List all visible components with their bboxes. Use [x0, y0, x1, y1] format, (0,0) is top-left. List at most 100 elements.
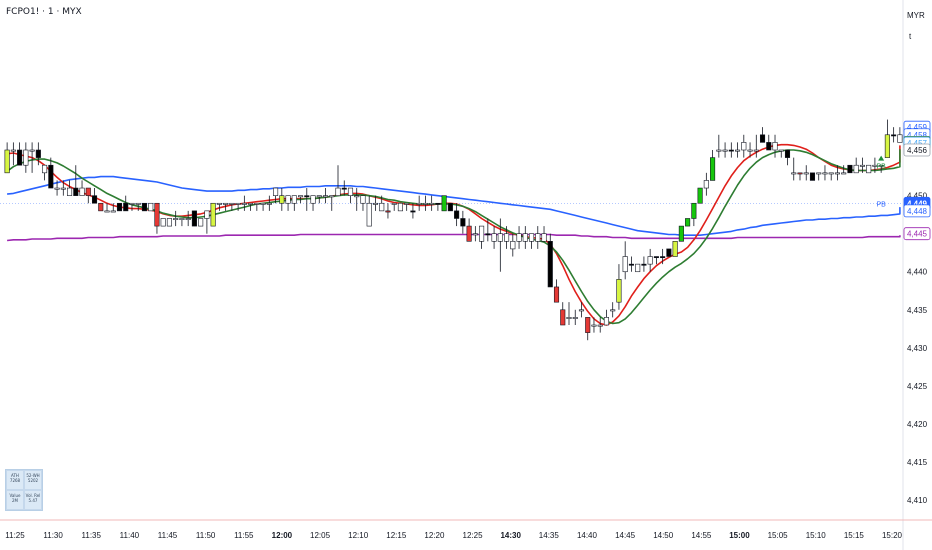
- candle-body: [610, 309, 616, 312]
- candle-body: [672, 241, 678, 257]
- candle-body: [685, 218, 691, 227]
- stats-cell-value: 5.47: [28, 498, 38, 503]
- candle-body: [828, 172, 834, 175]
- candle-body: [110, 210, 116, 213]
- candle-body: [678, 225, 684, 242]
- candle-body: [759, 134, 766, 143]
- candle-body: [722, 149, 728, 152]
- candle-body: [447, 202, 453, 212]
- y-tick-label: 4,430: [907, 344, 928, 353]
- x-tick-label: 15:10: [806, 531, 827, 540]
- candle-body: [647, 256, 653, 265]
- candle-body: [266, 202, 272, 205]
- candle-body: [522, 233, 528, 242]
- candle-body: [210, 202, 216, 227]
- candle-body: [372, 202, 379, 205]
- candle-body: [747, 149, 753, 152]
- candle-body: [135, 202, 141, 205]
- candle-body: [160, 218, 166, 227]
- candle-body: [809, 172, 816, 181]
- candle-body: [17, 149, 23, 166]
- stats-cell-label: ATH: [11, 473, 19, 478]
- currency-label[interactable]: MYR: [907, 11, 925, 20]
- price-tag-label: 4,458: [907, 131, 928, 140]
- candle-body: [42, 164, 48, 174]
- x-tick-label: 15:00: [729, 531, 750, 540]
- candle-body: [354, 195, 360, 198]
- candle-body: [778, 149, 784, 152]
- stats-cell: Vol. Rel 5.47: [24, 490, 42, 510]
- stats-cell: 52-WH 5202: [24, 470, 42, 490]
- candle-body: [104, 210, 110, 213]
- price-tag-label: 4,459: [907, 123, 928, 132]
- candle-body: [784, 149, 791, 158]
- candle-body: [54, 187, 60, 190]
- candle-body: [273, 187, 279, 196]
- x-tick-label: 14:45: [615, 531, 636, 540]
- candle-body: [834, 172, 840, 175]
- candle-body: [291, 195, 297, 204]
- x-tick-label: 11:25: [5, 531, 25, 540]
- x-tick-label: 12:25: [463, 531, 484, 540]
- candle-body: [697, 187, 703, 204]
- candle-body: [422, 202, 428, 205]
- candle-body: [23, 149, 29, 166]
- candle-body: [710, 157, 716, 181]
- scale-mode-label[interactable]: t: [909, 32, 912, 41]
- candle-body: [279, 195, 285, 204]
- candle-body: [666, 248, 672, 257]
- candle-body: [204, 210, 210, 219]
- candle-body: [35, 149, 41, 158]
- x-tick-label: 14:50: [653, 531, 674, 540]
- candle-body: [660, 256, 666, 259]
- candle-body: [173, 218, 179, 220]
- candle-body: [79, 187, 85, 196]
- candle-body: [797, 172, 803, 175]
- candle-body: [897, 134, 903, 143]
- candle-body: [528, 233, 535, 242]
- candle-body: [485, 233, 491, 236]
- candle-body: [316, 195, 322, 198]
- candle-body: [504, 233, 510, 242]
- candle-body: [566, 317, 572, 319]
- candle-body: [254, 202, 260, 205]
- candle-body: [822, 172, 828, 175]
- price-tag-label: 4,456: [907, 146, 928, 155]
- candle-body: [341, 187, 347, 190]
- candle-body: [572, 317, 578, 319]
- candle-body: [191, 210, 197, 227]
- pb-marker-label: PB: [876, 202, 886, 209]
- stats-cell-value: 5202: [27, 478, 39, 483]
- stats-cell-label: Vol. Rel: [25, 493, 41, 498]
- candle-body: [741, 142, 747, 151]
- stats-panel: ATH 7268 52-WH 5202 Value 2M Vol. Rel 5.47: [5, 469, 43, 511]
- stats-cell-label: 52-WH: [26, 473, 40, 478]
- x-tick-label: 14:40: [577, 531, 598, 540]
- x-tick-label: 15:05: [768, 531, 789, 540]
- candle-body: [866, 164, 872, 174]
- candle-body: [847, 164, 853, 174]
- moving-average-line: [7, 175, 901, 236]
- candle-body: [329, 195, 335, 198]
- candle-body: [872, 164, 878, 167]
- x-tick-label: 11:55: [234, 531, 254, 540]
- y-tick-label: 4,450: [907, 192, 928, 201]
- candle-body: [223, 202, 229, 205]
- moving-average-line: [7, 233, 901, 242]
- candle-body: [285, 195, 291, 204]
- candle-body: [360, 195, 366, 204]
- candle-body: [29, 149, 35, 152]
- candle-body: [878, 164, 884, 167]
- candle-body: [379, 202, 385, 212]
- candle-body: [516, 233, 522, 242]
- candle-body: [460, 218, 466, 227]
- candle-body: [622, 256, 628, 273]
- candle-body: [816, 172, 822, 175]
- x-tick-label: 11:35: [82, 531, 102, 540]
- x-tick-label: 12:10: [348, 531, 369, 540]
- y-tick-label: 4,410: [907, 496, 928, 505]
- candle-body: [435, 202, 441, 205]
- candle-body: [628, 263, 634, 266]
